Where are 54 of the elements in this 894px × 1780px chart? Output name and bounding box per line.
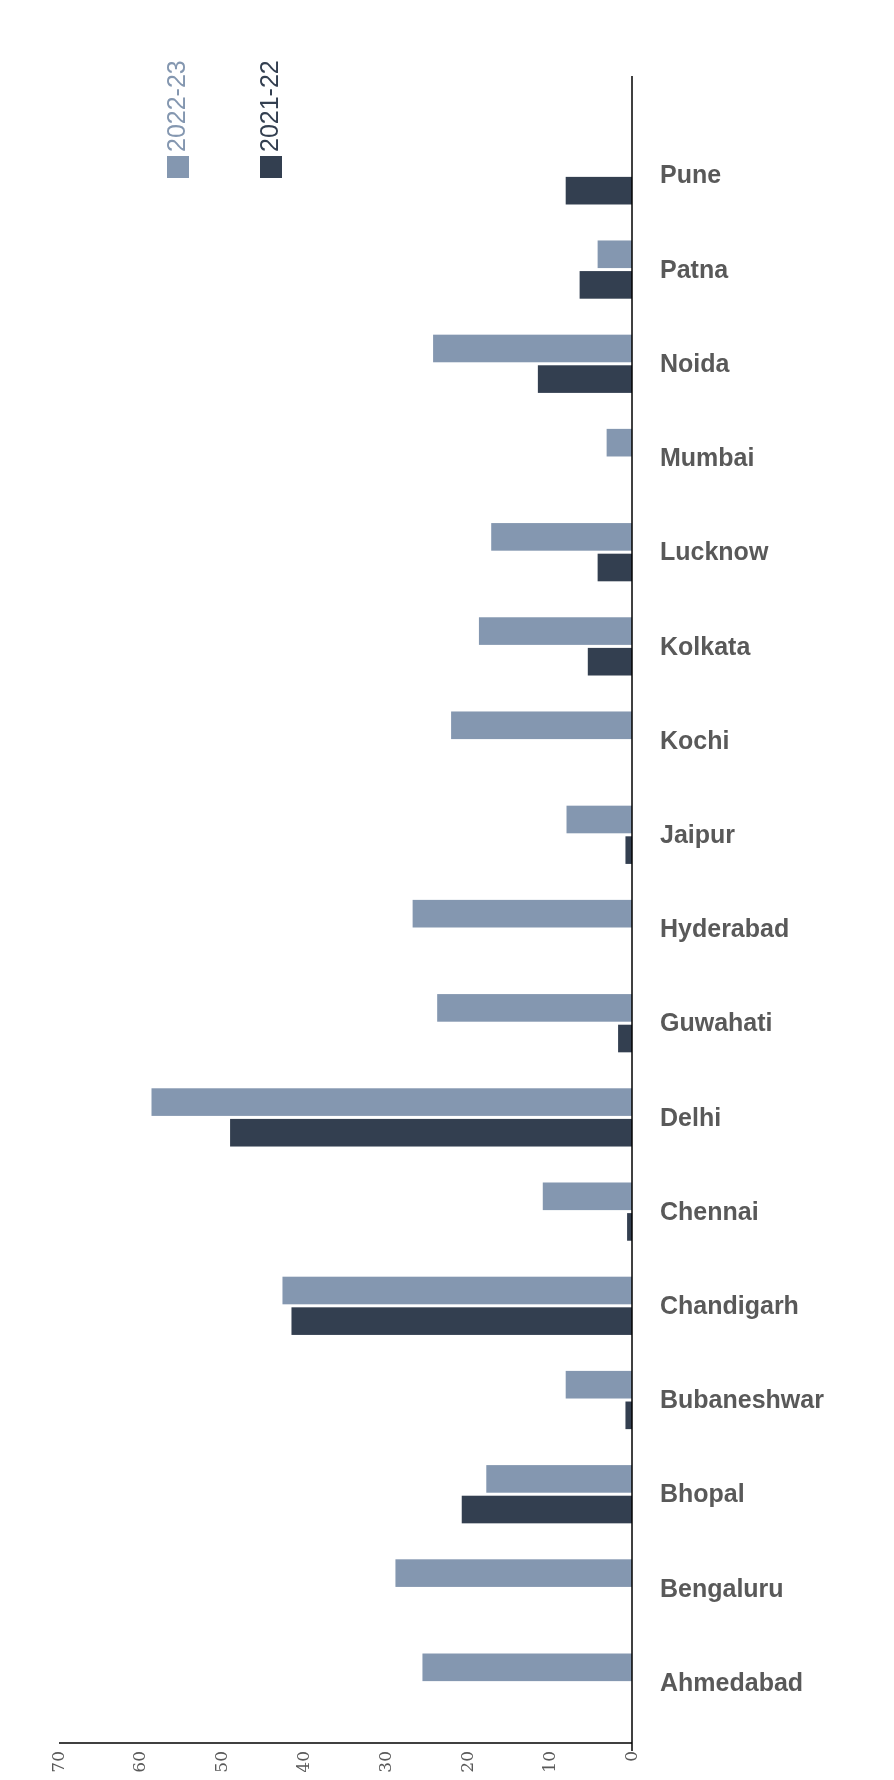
y-tick-label: Bengaluru (660, 1573, 784, 1602)
bar (451, 711, 632, 740)
y-tick-label: Chandigarh (660, 1290, 799, 1319)
y-tick-label: Pune (660, 160, 722, 189)
x-tick-label: 60 (129, 1751, 150, 1773)
bar (461, 1495, 632, 1524)
bar (282, 1276, 632, 1305)
bar (579, 271, 632, 299)
x-tick-label: 20 (456, 1751, 477, 1773)
bar (542, 1182, 632, 1211)
bar (597, 553, 632, 582)
y-tick-label: Ahmedabad (660, 1667, 804, 1696)
x-tick-label: 50 (211, 1751, 232, 1773)
bar (587, 647, 632, 676)
y-tick-label: Kochi (660, 725, 730, 754)
bar (433, 334, 632, 363)
text: 2022-23 (161, 60, 190, 152)
bar (230, 1118, 632, 1147)
bar (151, 1088, 632, 1116)
y-tick-label: Jaipur (660, 819, 736, 848)
bar (486, 1465, 632, 1493)
x-tick-label: 30 (374, 1751, 395, 1773)
bar (437, 994, 632, 1022)
x-tick-label: 70 (47, 1751, 68, 1773)
y-tick-label: Chennai (660, 1196, 759, 1225)
y-tick-label: Patna (660, 254, 730, 283)
y-tick-label: Bhopal (660, 1479, 745, 1508)
bar (395, 1559, 632, 1587)
bar (606, 428, 632, 457)
bar (412, 899, 632, 928)
bar (625, 836, 632, 864)
bar (625, 1401, 632, 1430)
x-tick-label: 0 (620, 1751, 641, 1762)
y-tick-label: Bubaneshwar (660, 1385, 825, 1414)
bar (618, 1024, 632, 1053)
y-tick-label: Noida (660, 348, 731, 377)
y-tick-label: Lucknow (660, 537, 769, 566)
bar (478, 617, 632, 645)
x-tick-label: 40 (293, 1751, 314, 1773)
y-tick-label: Hyderabad (660, 914, 790, 943)
x-tick-label: 10 (538, 1751, 559, 1773)
bar (422, 1653, 632, 1682)
y-tick-label: Kolkata (660, 631, 752, 660)
y-tick-label: Delhi (660, 1102, 722, 1131)
bar (537, 365, 632, 393)
y-tick-label: Guwahati (660, 1008, 773, 1037)
bar (566, 805, 632, 834)
bar (565, 1370, 632, 1399)
bar (565, 176, 632, 205)
y-tick-label: Mumbai (660, 443, 755, 472)
bar (491, 523, 632, 551)
bar (597, 240, 632, 269)
bar (291, 1307, 632, 1335)
text: 2021-22 (254, 60, 283, 152)
